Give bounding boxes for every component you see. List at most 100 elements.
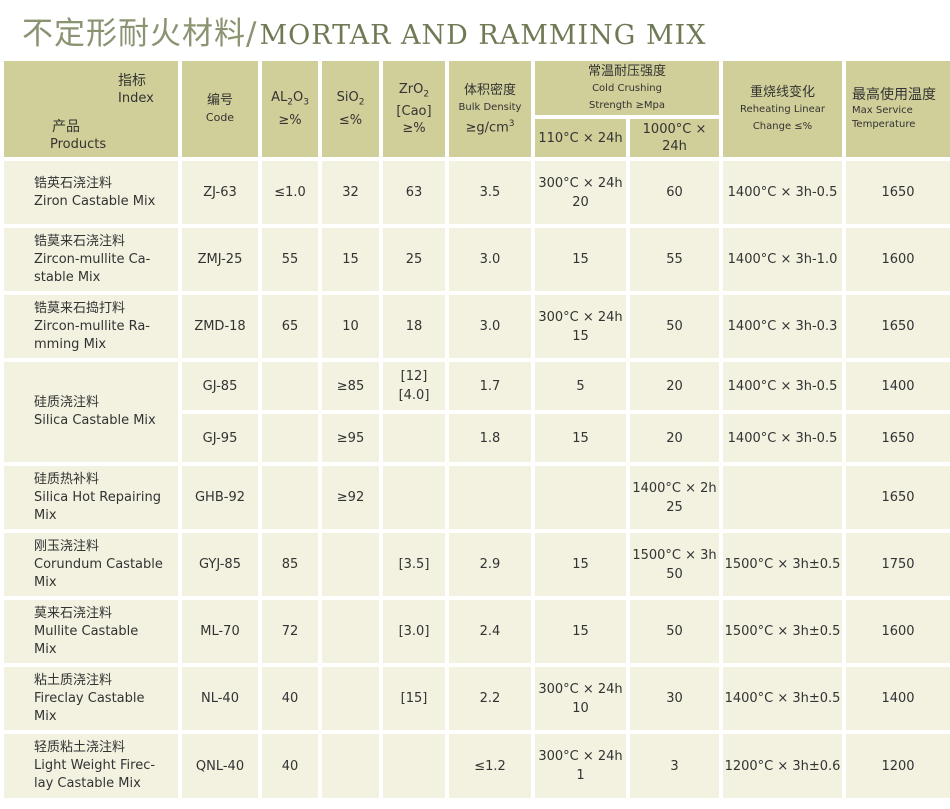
product-en: Zircon-mullite Ra- [34, 318, 150, 334]
sio2-header: SiO2 ≤% [322, 61, 379, 157]
strength1000-value: 25 [666, 499, 683, 515]
sio2-unit: ≤% [338, 112, 363, 128]
reheat-cell: 1400°C × 3h±0.5 [723, 667, 843, 730]
strength1000-cell: 55 [630, 228, 720, 291]
reheat-unit: Change ≤% [752, 120, 813, 132]
density-header: 体积密度 Bulk Density ≥g/cm3 [449, 61, 531, 157]
zro2-cell: [15] [383, 667, 445, 730]
product-en: Corundum Castable [34, 556, 163, 572]
strength110-cell: 15 [535, 414, 626, 462]
title-en: MORTAR AND RAMMING MIX [259, 20, 707, 51]
zro2-cell [383, 734, 445, 798]
zro2-label: ZrO [398, 81, 424, 97]
density-cell: 2.4 [449, 600, 531, 663]
reheat-cell: 1400°C × 3h-1.0 [723, 228, 843, 291]
temp110-header: 110°C × 24h [535, 119, 626, 157]
product-cell: 刚玉浇注料 Corundum Castable Mix [4, 533, 178, 596]
product-label-en: Products [50, 137, 107, 152]
al2o3-cell: 65 [262, 295, 318, 358]
density-cell: 2.2 [449, 667, 531, 730]
max-label-en2: Temperature [852, 118, 916, 130]
al2o3-cell: ≤1.0 [262, 161, 318, 224]
density-label-en: Bulk Density [458, 101, 522, 113]
max-temp-header: 最高使用温度 Max Service Temperature [846, 61, 950, 157]
strength110-value: 10 [572, 700, 589, 716]
product-cell: 轻质粘土浇注料 Light Weight Firec-lay Castable M… [4, 734, 178, 798]
zro2-cao: [Cao] [396, 104, 432, 120]
product-zh: 刚玉浇注料 [34, 538, 100, 554]
table-row: 锆英石浇注料 Ziron Castable Mix ZJ-63 ≤1.0 32 6… [4, 161, 950, 224]
al2o3-label: AL [271, 90, 288, 106]
strength110-value: 20 [572, 194, 589, 210]
strength110-cell: 300°C × 24h 1 [535, 734, 626, 798]
product-cell: 硅质浇注料 Silica Castable Mix [4, 362, 178, 462]
product-en: Silica Hot Repairing [34, 489, 162, 505]
strength110-cell: 5 [535, 362, 626, 410]
zro2-sub: 2 [423, 89, 430, 100]
product-cell: 锆英石浇注料 Ziron Castable Mix [4, 161, 178, 224]
reheat-cell: 1400°C × 3h-0.5 [723, 414, 843, 462]
reheat-cell: 1500°C × 3h±0.5 [723, 533, 843, 596]
al2o3-cell: 55 [262, 228, 318, 291]
al2o3-label-b: O [292, 90, 304, 106]
al2o3-cell: 40 [262, 734, 318, 798]
sio2-cell [322, 533, 379, 596]
product-en2: Mix [34, 507, 57, 523]
density-cell: ≤1.2 [449, 734, 531, 798]
reheat-header: 重烧线变化 Reheating Linear Change ≤% [723, 61, 843, 157]
product-zh: 莫来石浇注料 [34, 605, 113, 621]
spec-table: 指标 Index 产品 Products 编号 Code AL2O3 ≥% [0, 57, 950, 802]
density-label-zh: 体积密度 [463, 82, 516, 98]
zro2-cell [383, 466, 445, 529]
strength1000-cell: 30 [630, 667, 720, 730]
strength1000-cell: 60 [630, 161, 720, 224]
max-temp-cell: 1200 [846, 734, 950, 798]
max-label-en1: Max Service [852, 104, 913, 116]
strength1000-cell: 20 [630, 362, 720, 410]
strength110-value: 1 [576, 768, 585, 783]
sio2-cell: 15 [322, 228, 379, 291]
strength110-cell: 15 [535, 228, 626, 291]
density-cell: 1.8 [449, 414, 531, 462]
zro2-cell: 63 [383, 161, 445, 224]
strength110-cond: 300°C × 24h [538, 309, 623, 325]
code-cell: GYJ-85 [182, 533, 258, 596]
index-label-en: Index [118, 91, 154, 106]
code-cell: ZJ-63 [182, 161, 258, 224]
strength110-cond: 300°C × 24h [538, 681, 623, 697]
index-product-header: 指标 Index 产品 Products [4, 61, 178, 157]
product-en: Fireclay Castable [34, 690, 145, 706]
product-cell: 锆莫来石浇注料 Zircon-mullite Ca-stable Mix [4, 228, 178, 291]
strength110-cell: 300°C × 24h 15 [535, 295, 626, 358]
density-cell [449, 466, 531, 529]
table-row: 轻质粘土浇注料 Light Weight Firec-lay Castable M… [4, 734, 950, 798]
code-cell: GHB-92 [182, 466, 258, 529]
code-label-zh: 编号 [206, 93, 233, 108]
strength110-cell: 300°C × 24h 10 [535, 667, 626, 730]
product-cell: 锆莫来石捣打料 Zircon-mullite Ra-mming Mix [4, 295, 178, 358]
title-zh: 不定形耐火材料/ [22, 16, 258, 52]
code-cell: ML-70 [182, 600, 258, 663]
al2o3-cell: 85 [262, 533, 318, 596]
max-temp-cell: 1400 [846, 362, 950, 410]
max-temp-cell: 1750 [846, 533, 950, 596]
table-row: 锆莫来石捣打料 Zircon-mullite Ra-mming Mix ZMD-1… [4, 295, 950, 358]
max-temp-cell: 1400 [846, 667, 950, 730]
product-en2: lay Castable Mix [34, 776, 141, 791]
max-temp-cell: 1650 [846, 414, 950, 462]
reheat-cell [723, 466, 843, 529]
density-cell: 2.9 [449, 533, 531, 596]
code-label-en: Code [205, 111, 235, 124]
code-cell: GJ-85 [182, 362, 258, 410]
code-cell: ZMD-18 [182, 295, 258, 358]
table-row: 硅质浇注料 Silica Castable Mix GJ-85 ≥85 [12][… [4, 362, 950, 462]
max-temp-cell: 1650 [846, 161, 950, 224]
product-zh: 锆莫来石浇注料 [34, 233, 126, 249]
max-temp-cell: 1600 [846, 228, 950, 291]
strength1000-cell: 50 [630, 295, 720, 358]
product-en: Mullite Castable [34, 623, 139, 639]
product-zh: 锆莫来石捣打料 [34, 300, 126, 316]
strength1000-value: 50 [666, 566, 683, 582]
density-cell: 3.0 [449, 295, 531, 358]
product-en2: Mix [34, 708, 57, 724]
